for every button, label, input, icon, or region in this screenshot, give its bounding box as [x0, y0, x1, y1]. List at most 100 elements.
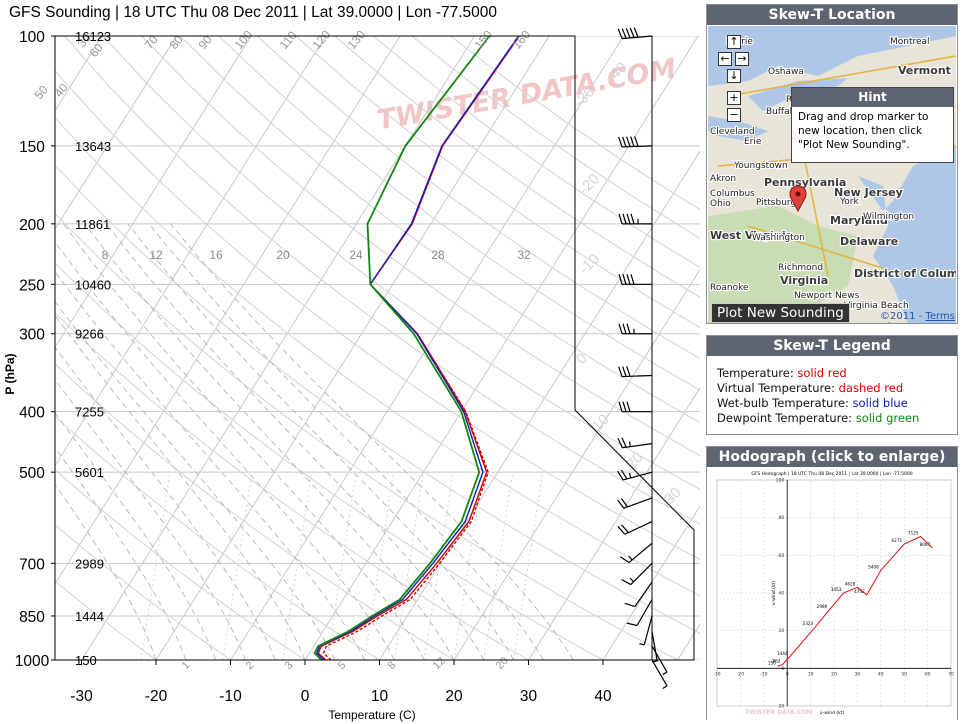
map-place-label: Pennsylvania — [764, 176, 846, 189]
map-place-label: Washington — [752, 233, 805, 243]
wind-barb-feather — [626, 622, 638, 627]
mixing-ratio-bottom-label: 8 — [386, 659, 399, 672]
height-label: 13643 — [75, 139, 111, 154]
wind-barb-feather — [622, 366, 627, 377]
dry-adiabat — [55, 580, 157, 660]
height-label: 5601 — [75, 465, 104, 480]
pan-up-button[interactable]: ↑ — [727, 35, 741, 49]
wind-barb-feather — [630, 136, 635, 147]
legend-item: Virtual Temperature: dashed red — [717, 381, 957, 396]
pan-down-button[interactable]: ↓ — [727, 69, 741, 83]
map-place-label: Montreal — [890, 37, 930, 47]
map-place-label: Newport News — [794, 291, 860, 301]
hodograph-height-label: 1444 — [777, 651, 788, 656]
wind-barb-feather — [617, 28, 623, 39]
pressure-tick-label: 200 — [19, 217, 45, 234]
wind-barb-staff — [622, 443, 653, 449]
dry-adiabat — [55, 469, 306, 660]
mixing-ratio-bottom-label: 1 — [180, 659, 193, 672]
zoom-in-button[interactable]: + — [727, 91, 741, 105]
wind-barb-feather — [617, 499, 625, 509]
legend-item-label: Temperature: — [717, 366, 798, 380]
dry-adiabat — [55, 116, 700, 597]
plot-new-sounding-button[interactable]: Plot New Sounding — [711, 303, 850, 323]
dry-adiabat — [64, 36, 700, 525]
hodograph-chart[interactable]: GFS Hodograph | 18 UTC Thu 08 Dec 2011 |… — [707, 468, 957, 720]
map-canvas[interactable]: MontrealVermontOshawaRochesterNewBuffalo… — [708, 26, 956, 323]
dry-adiabat — [218, 36, 700, 391]
mixing-ratio-label: 8 — [102, 248, 109, 262]
hodograph-height-label: 2989 — [817, 604, 828, 609]
moist-adiabat — [55, 271, 366, 660]
moist-adiabat — [170, 223, 574, 660]
map-place-label: Oshawa — [768, 67, 804, 77]
terms-of-use-link[interactable]: Terms of Use — [880, 311, 955, 323]
legend-item-label: Wet-bulb Temperature: — [717, 396, 853, 410]
isotherm-line — [55, 36, 178, 230]
pressure-tick-label: 300 — [19, 327, 45, 344]
moist-adiabat — [55, 314, 306, 660]
map-place-label: District of Columbia — [854, 267, 956, 280]
dry-adiabat-label: 50 — [32, 82, 52, 101]
mixing-ratio-line — [326, 472, 357, 660]
y-axis-label: P (hPa) — [3, 353, 17, 394]
wind-barb-half-feather — [628, 555, 633, 561]
temperature-tick-label: 10 — [371, 688, 389, 705]
temperature-tick-label: 0 — [301, 688, 310, 705]
hint-title: Hint — [792, 88, 953, 107]
hodograph-title: GFS Hodograph | 18 UTC Thu 08 Dec 2011 |… — [751, 471, 912, 477]
wind-barb-staff — [624, 521, 653, 535]
mixing-ratio-line — [222, 472, 253, 660]
wind-barb-feather — [634, 136, 639, 147]
pan-left-button[interactable]: ← — [718, 52, 732, 66]
wind-barb-feather — [621, 579, 632, 586]
temperature-tick-label: -30 — [70, 688, 93, 705]
dry-adiabat — [55, 523, 231, 660]
dry-adiabat-label: 130 — [345, 27, 369, 52]
hodograph-y-tick-label: -20 — [777, 704, 784, 710]
mixing-ratio-line — [483, 472, 514, 660]
pressure-tick-label: 250 — [19, 277, 45, 294]
hodograph-x-tick-label: 60 — [925, 671, 931, 677]
hodograph-background — [707, 468, 957, 720]
isotherm-line — [677, 623, 700, 660]
temperature-tick-label: 40 — [594, 688, 612, 705]
pan-right-button[interactable]: → — [735, 52, 749, 66]
map-place-label: Akron — [710, 174, 736, 184]
map-place-label: Cleveland — [710, 127, 755, 137]
wind-barb-feather — [618, 323, 623, 334]
wind-barb-staff — [623, 497, 653, 509]
pressure-tick-label: 1000 — [15, 653, 50, 670]
dry-adiabat — [55, 415, 380, 660]
hodograph-height-label: 6271 — [892, 538, 903, 543]
wind-barb-feather — [622, 213, 627, 225]
wind-barb-half-feather — [662, 685, 668, 690]
hodograph-height-label: 4628 — [845, 581, 856, 586]
dry-adiabat-label: 110 — [277, 28, 300, 52]
wind-barb-staff — [622, 35, 653, 40]
map-marker-dot — [795, 191, 801, 197]
x-axis-label: Temperature (C) — [328, 708, 415, 722]
hint-text: Drag and drop marker to new location, th… — [798, 111, 929, 151]
hodograph-panel[interactable]: Hodograph (click to enlarge) GFS Hodogra… — [706, 446, 958, 720]
hodograph-y-tick-label: 20 — [778, 628, 784, 634]
zoom-out-button[interactable]: − — [727, 108, 741, 122]
legend-list: Temperature: solid red Virtual Temperatur… — [707, 356, 957, 426]
legend-panel: Skew-T Legend Temperature: solid red Virt… — [706, 335, 958, 435]
height-label: 10460 — [75, 277, 111, 292]
hint-popup: Hint Drag and drop marker to new locatio… — [791, 87, 954, 163]
wind-barb-feather — [630, 213, 635, 225]
legend-item: Temperature: solid red — [717, 366, 957, 381]
hodograph-watermark: TWISTER DATA.COM — [745, 709, 812, 716]
mixing-ratio-bottom-label: 3 — [283, 659, 296, 672]
wind-barb-staff — [651, 631, 658, 662]
location-map[interactable]: MontrealVermontOshawaRochesterNewBuffalo… — [708, 26, 956, 323]
pressure-tick-label: 100 — [19, 29, 45, 46]
map-place-label: Virginia Beach — [844, 301, 909, 311]
hodograph-x-tick-label: 40 — [878, 671, 884, 677]
location-panel-title: Skew-T Location — [707, 5, 957, 25]
mixing-ratio-bottom-label: 12 — [431, 655, 448, 672]
wind-barb-feather — [618, 213, 623, 225]
wind-barb-feather — [618, 366, 623, 377]
